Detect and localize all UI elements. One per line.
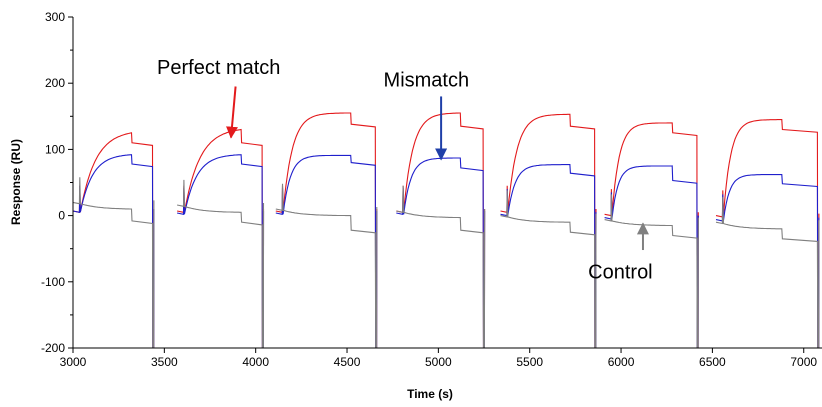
x-tick-label-4000: 4000 [242,355,269,369]
x-tick-label-3000: 3000 [60,355,87,369]
plot-layer [72,112,820,349]
x-tick-label-6500: 6500 [699,355,726,369]
x-tick-label-6000: 6000 [608,355,635,369]
series-line-2 [72,177,820,349]
series-line-0 [72,112,820,349]
y-tick-label--200: -200 [41,341,65,355]
y-tick-label-100: 100 [45,142,65,156]
x-tick-label-3500: 3500 [151,355,178,369]
annotation-arrow-0 [226,86,238,139]
y-tick-label-200: 200 [45,76,65,90]
x-tick-label-7000: 7000 [790,355,817,369]
annotation-label-1: Mismatch [384,70,470,92]
y-axis-title: Response (RU) [9,139,23,225]
axes-layer: -200 -100 0 100 200 300 3000 3500 4000 4500 5000 55… [41,10,822,369]
x-tick-label-4500: 4500 [334,355,361,369]
series-line-1 [72,154,820,349]
annotation-layer: Perfect match Mismatch Control [157,57,653,284]
x-axis-title: Time (s) [407,387,453,401]
y-tick-label-0: 0 [58,209,65,223]
y-tick-label-300: 300 [45,10,65,24]
y-tick-label--100: -100 [41,275,65,289]
annotation-label-0: Perfect match [157,57,280,79]
x-tick-label-5500: 5500 [516,355,543,369]
annotation-label-2: Control [588,261,652,283]
x-tick-label-5000: 5000 [425,355,452,369]
